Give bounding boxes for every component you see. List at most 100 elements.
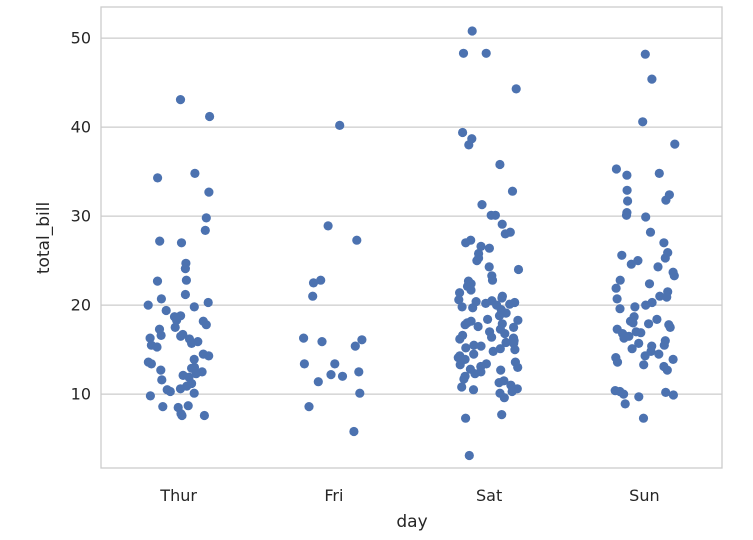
data-point <box>323 221 333 231</box>
data-point <box>170 322 180 332</box>
data-point <box>205 111 215 122</box>
data-point <box>497 219 507 229</box>
data-point <box>330 359 340 369</box>
data-point <box>350 341 360 351</box>
data-point <box>165 386 175 397</box>
data-point <box>612 357 623 367</box>
data-point <box>630 302 640 312</box>
data-point <box>507 386 517 397</box>
data-point <box>500 329 510 339</box>
data-point <box>513 315 523 325</box>
data-point <box>641 212 651 222</box>
data-point <box>349 426 359 437</box>
data-point <box>455 288 465 298</box>
data-point <box>659 340 669 350</box>
data-point <box>622 185 632 195</box>
data-point <box>495 344 505 354</box>
data-point <box>183 401 193 411</box>
data-point <box>200 225 210 235</box>
data-point <box>507 186 518 196</box>
data-point <box>190 168 200 178</box>
x-tick-label: Fri <box>324 486 343 505</box>
data-point <box>623 196 633 206</box>
data-point <box>464 450 474 461</box>
data-point <box>469 349 479 359</box>
data-point <box>458 127 468 138</box>
data-point <box>337 371 348 381</box>
data-point <box>454 295 464 305</box>
data-point <box>496 365 506 375</box>
data-point <box>299 333 309 343</box>
data-point <box>662 292 672 302</box>
data-point <box>326 370 336 380</box>
data-point <box>615 304 625 314</box>
y-tick-labels: 10 20 30 40 50 <box>71 29 91 404</box>
data-point <box>316 275 326 285</box>
data-point <box>461 413 471 423</box>
data-point <box>459 374 469 384</box>
data-point <box>494 378 504 388</box>
data-point <box>466 285 476 295</box>
data-point <box>335 120 345 130</box>
data-point <box>308 278 319 288</box>
data-point <box>156 294 166 304</box>
data-point <box>189 388 199 398</box>
data-point <box>158 402 168 412</box>
data-point <box>477 200 487 210</box>
data-point <box>487 332 497 342</box>
data-point <box>484 262 494 272</box>
data-point <box>654 168 664 178</box>
y-axis-label: total_bill <box>34 202 54 274</box>
data-point <box>494 311 505 321</box>
data-point <box>199 410 209 421</box>
data-point <box>201 320 211 330</box>
plot-frame <box>100 6 723 469</box>
data-point <box>468 303 478 313</box>
data-point <box>481 48 491 58</box>
data-point <box>652 314 662 324</box>
data-point <box>621 210 632 220</box>
data-point <box>644 279 655 289</box>
data-point <box>468 385 479 395</box>
data-point <box>634 392 644 402</box>
data-point <box>157 375 167 385</box>
data-point <box>641 300 651 310</box>
data-point <box>628 318 638 328</box>
data-point <box>476 241 486 251</box>
data-point <box>481 298 491 308</box>
x-tick-labels: Thur Fri Sat Sun <box>159 486 659 505</box>
data-point <box>189 354 199 364</box>
data-point <box>615 275 625 285</box>
x-axis-label: day <box>396 512 427 532</box>
data-point <box>636 328 646 338</box>
data-point <box>644 319 654 329</box>
data-point <box>500 229 510 239</box>
data-point <box>473 321 483 332</box>
data-point <box>505 299 515 309</box>
data-point <box>647 74 657 84</box>
data-point <box>204 187 214 197</box>
data-point <box>352 235 362 245</box>
data-point <box>176 331 186 341</box>
data-point <box>488 346 498 356</box>
data-point <box>152 276 163 286</box>
data-point <box>146 359 156 369</box>
data-point <box>460 320 470 330</box>
data-point <box>204 351 214 361</box>
data-point <box>611 164 622 174</box>
data-point <box>499 393 509 403</box>
data-point <box>464 140 474 150</box>
data-point <box>654 349 664 359</box>
data-point <box>508 322 519 332</box>
data-point <box>191 369 201 379</box>
data-point <box>639 360 649 370</box>
x-tick-label: Sun <box>629 486 659 505</box>
data-point <box>354 367 364 377</box>
data-point <box>619 389 629 399</box>
data-point <box>653 262 663 272</box>
data-point <box>172 315 182 325</box>
y-tick-label: 30 <box>71 207 91 226</box>
data-point <box>619 333 629 343</box>
data-point <box>355 388 365 398</box>
